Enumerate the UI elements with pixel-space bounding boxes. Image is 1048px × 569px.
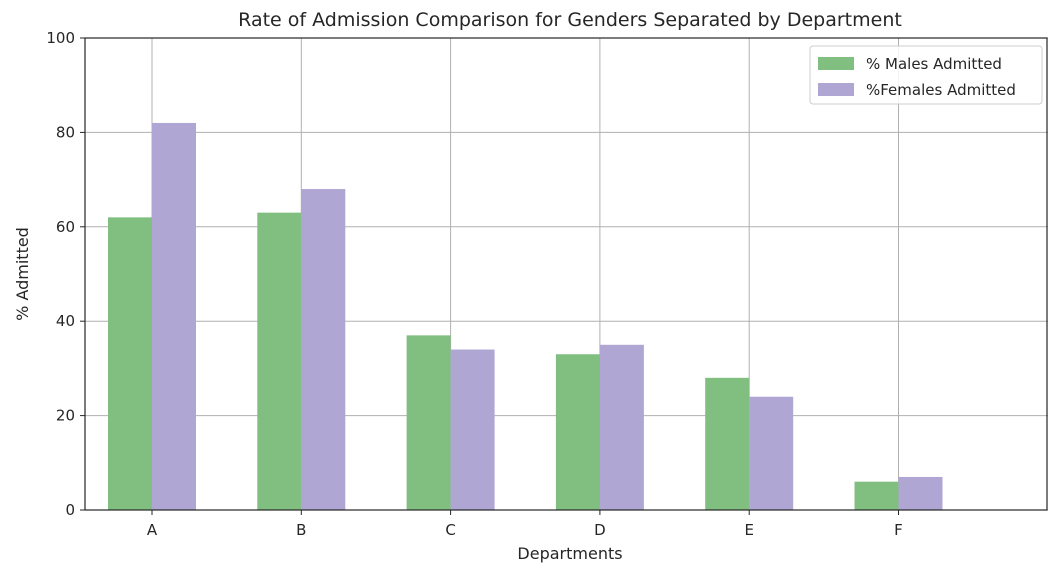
y-axis-label: % Admitted	[13, 227, 32, 321]
male-bar-d	[555, 354, 600, 510]
x-axis-label: Departments	[517, 544, 622, 563]
legend-label: % Males Admitted	[866, 55, 1002, 73]
plot-frame	[84, 37, 1048, 511]
bars	[108, 122, 943, 511]
female-bar-e	[749, 396, 794, 510]
female-bar-c	[450, 349, 495, 510]
male-bar-c	[406, 335, 451, 510]
y-tick-label: 0	[65, 501, 75, 519]
chart-title: Rate of Admission Comparison for Genders…	[238, 9, 902, 31]
x-tick-label: C	[445, 521, 455, 539]
legend: % Males Admitted %Females Admitted	[809, 45, 1043, 105]
x-tick-label: F	[894, 521, 903, 539]
y-tick-label: 100	[46, 29, 75, 47]
female-bar-f	[898, 476, 943, 510]
male-bar-a	[108, 217, 152, 511]
legend-swatch	[818, 57, 854, 70]
male-bar-e	[705, 377, 750, 510]
axes	[84, 37, 1048, 511]
legend-label: %Females Admitted	[866, 81, 1016, 99]
y-tick-label: 60	[56, 218, 75, 236]
x-tick-label: E	[744, 521, 753, 539]
ticks: 0 20 40 60 80 100 A B C D E F	[46, 29, 902, 539]
female-bar-a	[152, 122, 196, 511]
y-tick-label: 20	[56, 407, 75, 425]
x-tick-label: D	[594, 521, 606, 539]
x-tick-label: B	[296, 521, 306, 539]
female-bar-d	[599, 344, 644, 510]
x-tick-label: A	[147, 521, 158, 539]
legend-box	[809, 45, 1043, 105]
female-bar-b	[301, 189, 346, 511]
male-bar-f	[854, 481, 899, 510]
male-bar-b	[257, 212, 302, 510]
legend-swatch	[818, 83, 854, 96]
y-tick-label: 40	[56, 312, 75, 330]
y-tick-label: 80	[56, 123, 75, 141]
